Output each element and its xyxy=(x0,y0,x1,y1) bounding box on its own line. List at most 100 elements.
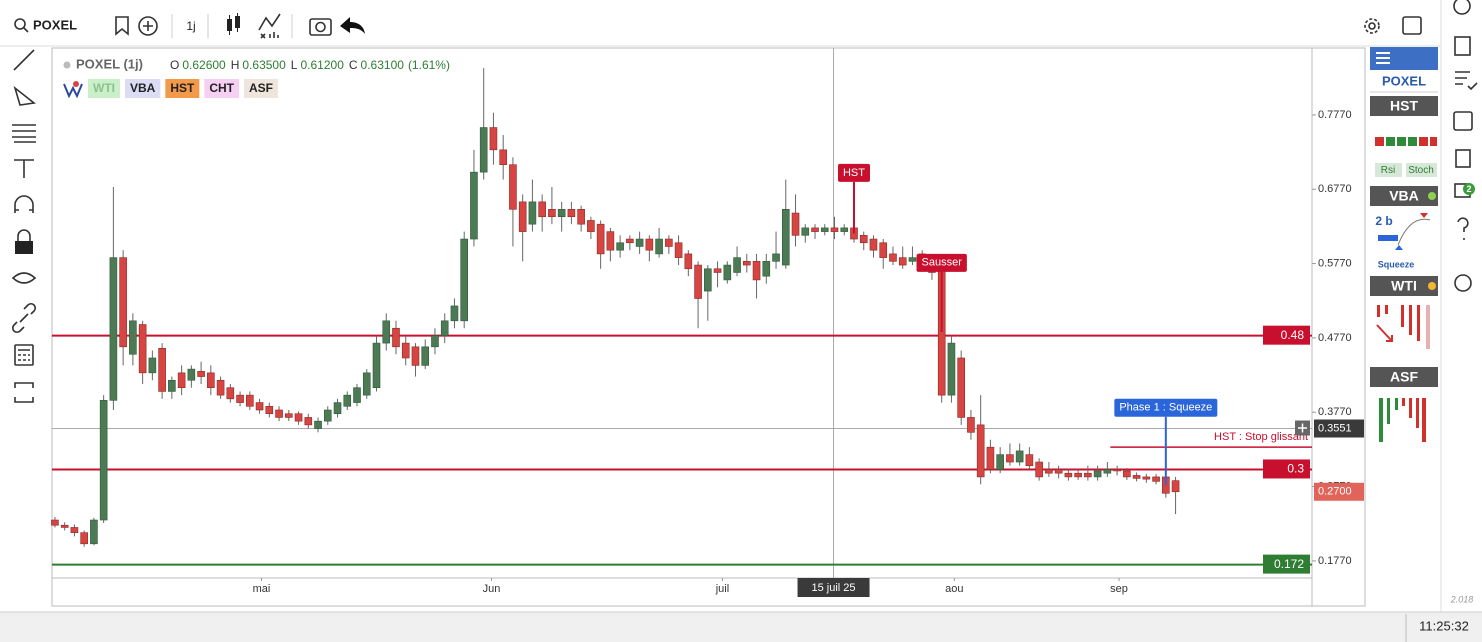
candle-body xyxy=(704,268,712,292)
candle-body xyxy=(90,519,98,545)
crosshair-price-label: 0.3551 xyxy=(1318,422,1352,434)
candle-body xyxy=(606,231,615,251)
wti-header[interactable] xyxy=(1370,276,1438,296)
toolbar xyxy=(0,0,1440,46)
interval[interactable]: 1j xyxy=(186,19,195,33)
candle-body xyxy=(304,417,313,426)
sidebar: POXEL HST Rsi Stoch VBA 2 b Squeeze WTI … xyxy=(1370,47,1438,442)
search-button[interactable]: POXEL xyxy=(14,17,77,33)
candle-body xyxy=(548,209,556,218)
line-tool[interactable] xyxy=(13,49,35,71)
candle-body xyxy=(1123,470,1131,478)
ohlc-value: 0.63500 xyxy=(242,58,286,72)
bookmark-icon[interactable] xyxy=(115,16,129,36)
candle-body xyxy=(723,264,732,281)
candle-type-icon[interactable] xyxy=(227,13,240,35)
refresh-icon[interactable] xyxy=(1454,274,1472,292)
help-icon[interactable] xyxy=(1457,217,1469,240)
symbol[interactable]: POXEL xyxy=(33,17,77,32)
hst-signals xyxy=(1375,137,1437,146)
candle-body xyxy=(255,402,264,411)
y-tick-label: 0.1770 xyxy=(1318,555,1352,567)
candle-body xyxy=(353,387,361,403)
link-tool[interactable] xyxy=(11,302,37,334)
indicator-button[interactable] xyxy=(165,79,200,98)
indicator-label: WTI xyxy=(93,81,115,95)
rsi-label: Rsi xyxy=(1381,165,1395,176)
fib-tool[interactable] xyxy=(12,124,36,143)
calculator-tool[interactable] xyxy=(14,344,34,366)
candle-body xyxy=(509,164,517,210)
undo-icon[interactable] xyxy=(340,17,365,34)
vba-header[interactable] xyxy=(1370,186,1438,206)
candle-body xyxy=(343,394,352,407)
rsi-button[interactable] xyxy=(1375,163,1402,177)
candle-body xyxy=(538,201,546,218)
candle-body xyxy=(226,387,235,400)
ai-icon[interactable] xyxy=(1453,0,1471,15)
candle-body xyxy=(1006,454,1014,463)
candle-body xyxy=(1142,476,1151,480)
candle-body xyxy=(411,346,420,366)
candle-body xyxy=(489,127,498,151)
candle-body xyxy=(1103,469,1112,474)
fullscreen-icon[interactable] xyxy=(1402,16,1422,35)
candle-body xyxy=(976,424,985,478)
indicators-icon[interactable] xyxy=(258,13,281,31)
indicator-buttons: WTI VBA HST CHT ASF xyxy=(88,79,279,98)
annotation-label: Phase 1 : Squeeze xyxy=(1119,402,1212,414)
add-icon[interactable] xyxy=(138,16,158,36)
ohlc: O 0.62600 H 0.63500 L 0.61200 C 0.63100 (1.61%) xyxy=(170,58,450,72)
status-bar xyxy=(0,612,1482,642)
candle-body xyxy=(889,253,897,262)
doc-icon[interactable] xyxy=(1454,36,1471,56)
indicator-button[interactable] xyxy=(125,79,161,98)
annotation-label: HST xyxy=(843,167,865,179)
lock-tool[interactable] xyxy=(15,229,33,254)
asf-header[interactable] xyxy=(1370,367,1438,387)
checklist-icon[interactable] xyxy=(1455,71,1478,91)
measure-tool[interactable] xyxy=(14,382,34,403)
candle-body xyxy=(879,242,888,258)
candle-body xyxy=(869,238,878,251)
settings-icon[interactable] xyxy=(1364,18,1380,34)
vba-title: VBA xyxy=(1389,188,1419,204)
hst-header[interactable] xyxy=(1370,96,1438,116)
candle-body xyxy=(567,209,576,218)
vba-state: Squeeze xyxy=(1378,259,1415,269)
candle-body xyxy=(1015,450,1024,463)
triangle-tool[interactable] xyxy=(13,85,36,106)
text-tool[interactable] xyxy=(14,159,34,178)
ohlc-value: 0.61200 xyxy=(300,58,344,72)
logo xyxy=(63,81,83,99)
stop-label: HST : Stop glissant xyxy=(1214,431,1308,443)
candle-body xyxy=(246,394,254,407)
indicator-button[interactable] xyxy=(244,79,279,98)
crosshair-date-box xyxy=(797,578,870,597)
level-label-box xyxy=(1263,459,1310,479)
x-tick-label: sep xyxy=(1110,583,1128,595)
candle-body xyxy=(431,335,439,348)
notes-icon[interactable] xyxy=(1455,149,1471,168)
indicator-button[interactable] xyxy=(88,79,120,98)
visibility-tool[interactable] xyxy=(11,272,37,284)
candle-body xyxy=(616,242,624,251)
y-tick-label: 0.7770 xyxy=(1318,109,1352,121)
magnet-tool[interactable] xyxy=(14,195,34,213)
ohlc-key: C xyxy=(349,58,358,72)
candle-body xyxy=(236,394,244,403)
candle-body xyxy=(743,261,751,266)
candle-body xyxy=(577,209,585,225)
profile-icon[interactable] xyxy=(1453,111,1473,131)
wti-title: WTI xyxy=(1391,278,1417,294)
stoch-button[interactable] xyxy=(1406,163,1437,177)
screenshot-icon[interactable] xyxy=(309,18,332,36)
candle-body xyxy=(859,235,868,244)
ohlc-key: O xyxy=(170,58,179,72)
indicator-button[interactable] xyxy=(204,79,240,98)
candle-body xyxy=(967,417,975,433)
level-label: 0.3 xyxy=(1287,462,1304,476)
annotation-box xyxy=(1114,398,1218,417)
candle-body xyxy=(1171,480,1180,493)
